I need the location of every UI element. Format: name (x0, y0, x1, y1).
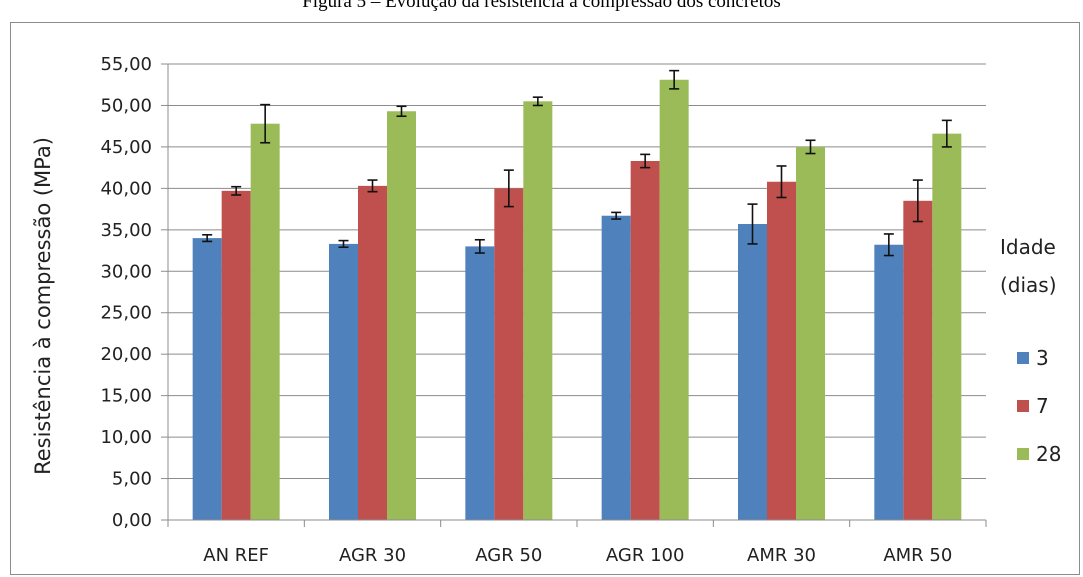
error-bars (202, 69, 952, 257)
bar (738, 224, 767, 521)
gridlines (161, 63, 986, 521)
y-tick-labels: 0,00 5,00 10,00 15,00 20,00 25,00 30,00 35,00 40… (100, 54, 152, 531)
y-axis-label: Resistência à compressão (MPa) (31, 137, 55, 475)
bar (523, 101, 553, 521)
bar (250, 123, 280, 520)
bar (796, 146, 825, 520)
legend-swatch (1017, 352, 1029, 364)
legend-title-line: (dias) (1000, 273, 1057, 297)
y-tick-label: 20,00 (100, 344, 152, 365)
legend-title-line: Idade (1000, 235, 1056, 259)
legend-swatch (1017, 448, 1029, 460)
legend-label: 28 (1036, 442, 1061, 466)
x-tick-labels: AN REF AGR 30 AGR 50 AGR 100 AMR 30 AMR 50 (203, 545, 952, 566)
figure-caption: Figura 5 – Evolução da resistência à com… (302, 0, 781, 12)
legend-label: 7 (1036, 394, 1049, 418)
y-tick-label: 15,00 (100, 386, 152, 407)
y-tick-label: 45,00 (100, 137, 152, 158)
bar (903, 200, 933, 521)
bar (601, 215, 631, 520)
x-tick-label: AGR 30 (339, 545, 406, 566)
x-tick-label: AMR 30 (747, 545, 816, 566)
y-tick-label: 10,00 (100, 427, 152, 448)
bar (630, 161, 660, 520)
bar (874, 244, 904, 520)
bar (358, 185, 387, 521)
x-tick-label: AN REF (203, 545, 269, 566)
bar (659, 79, 689, 521)
y-tick-label: 40,00 (100, 178, 152, 199)
bar (494, 188, 524, 520)
y-tick-label: 0,00 (112, 510, 152, 531)
axes (167, 64, 987, 527)
bar (329, 243, 358, 520)
legend: Idade (dias) 3 7 28 (1000, 235, 1061, 466)
bar (465, 246, 495, 520)
bar (932, 133, 962, 521)
y-tick-label: 25,00 (100, 303, 152, 324)
y-tick-label: 5,00 (112, 469, 152, 490)
bar (767, 181, 796, 521)
x-tick-label: AGR 100 (606, 545, 685, 566)
bar (192, 238, 222, 521)
y-tick-label: 55,00 (100, 54, 152, 75)
bar (387, 111, 416, 520)
x-tick-label: AMR 50 (883, 545, 952, 566)
y-tick-label: 30,00 (100, 261, 152, 282)
y-tick-label: 35,00 (100, 220, 152, 241)
bar (221, 190, 251, 521)
bars (192, 79, 962, 521)
legend-swatch (1017, 400, 1029, 412)
y-tick-label: 50,00 (100, 95, 152, 116)
x-tick-label: AGR 50 (475, 545, 542, 566)
legend-label: 3 (1036, 346, 1049, 370)
